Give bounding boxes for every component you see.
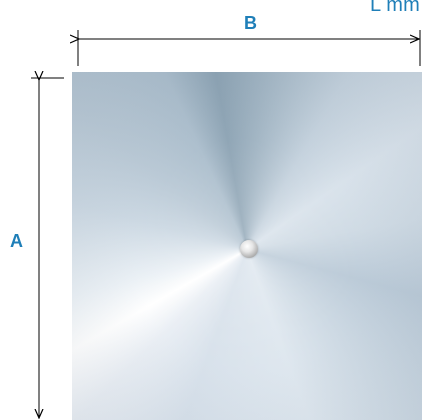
dimension-b-label: B xyxy=(244,13,257,33)
center-hub xyxy=(240,240,258,258)
unit-label: L mm xyxy=(369,0,420,16)
dimension-a-label: A xyxy=(10,231,23,251)
metal-plate xyxy=(72,72,422,420)
